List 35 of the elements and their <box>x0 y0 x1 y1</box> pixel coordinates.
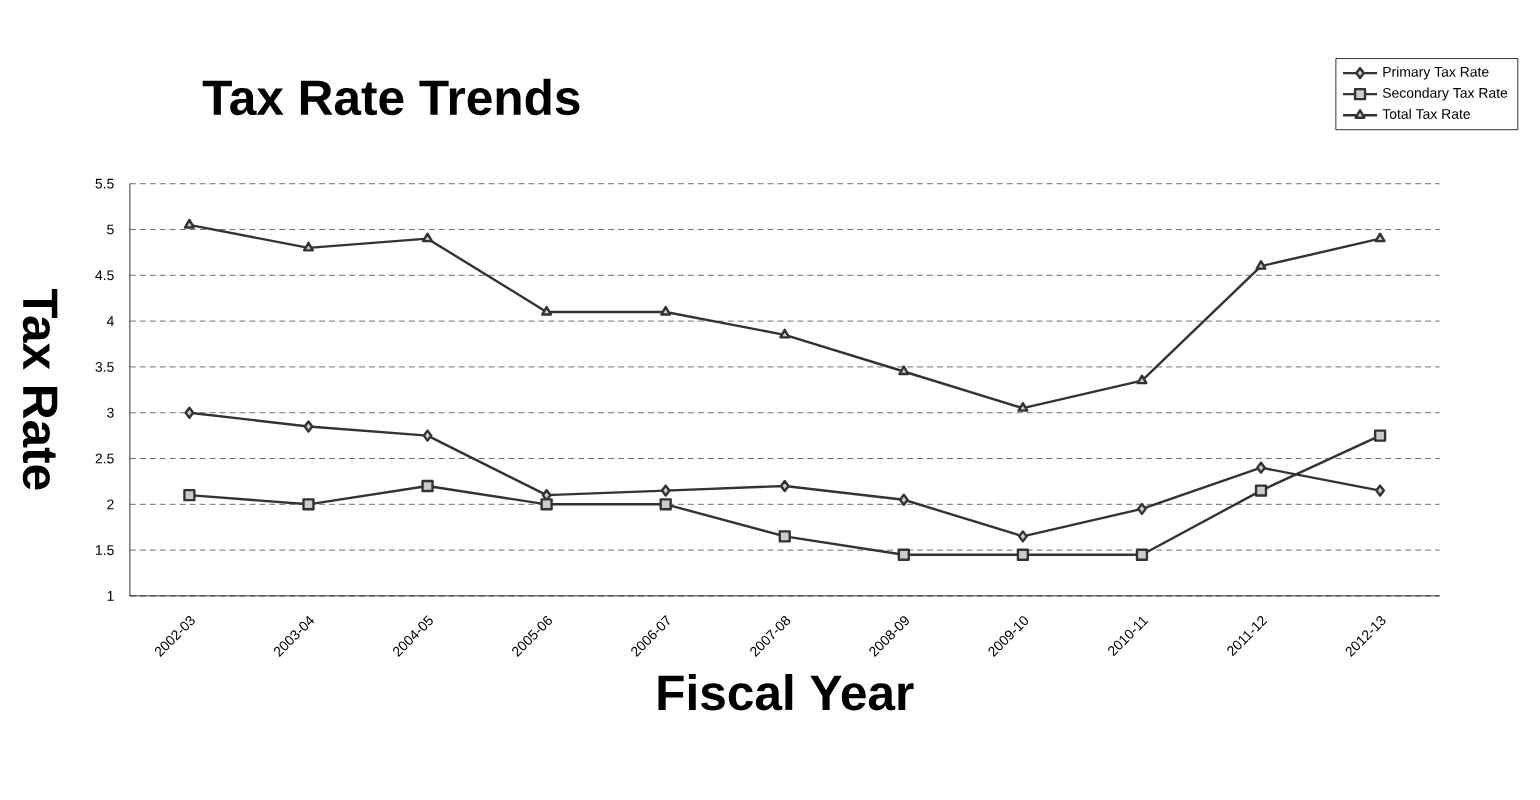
point <box>659 498 672 511</box>
point <box>779 328 791 339</box>
point <box>660 484 671 497</box>
point <box>302 241 314 252</box>
point <box>778 530 791 543</box>
point <box>1137 502 1147 516</box>
point <box>422 429 433 442</box>
point <box>540 498 553 511</box>
point <box>779 479 790 493</box>
point <box>898 365 910 376</box>
point <box>1017 530 1028 543</box>
point <box>1016 548 1030 561</box>
point <box>1136 374 1148 385</box>
point <box>1135 548 1149 561</box>
point <box>898 493 909 506</box>
point <box>184 406 195 419</box>
point <box>422 232 434 243</box>
point <box>1256 461 1266 474</box>
point <box>1375 484 1386 497</box>
point <box>302 498 315 511</box>
point <box>1017 401 1029 412</box>
point <box>183 488 196 502</box>
y-axis-title: Tax Rate <box>22 288 58 490</box>
point <box>1374 232 1386 243</box>
point <box>183 218 195 229</box>
point <box>1254 484 1268 497</box>
point <box>421 479 434 493</box>
point <box>1255 259 1267 270</box>
x-axis-title: Fiscal Year <box>658 674 914 711</box>
chart-title: Tax Rate Trends <box>202 78 580 116</box>
point <box>303 420 314 433</box>
point <box>897 548 910 561</box>
point <box>660 305 672 316</box>
point <box>1373 429 1387 442</box>
point <box>541 305 553 316</box>
